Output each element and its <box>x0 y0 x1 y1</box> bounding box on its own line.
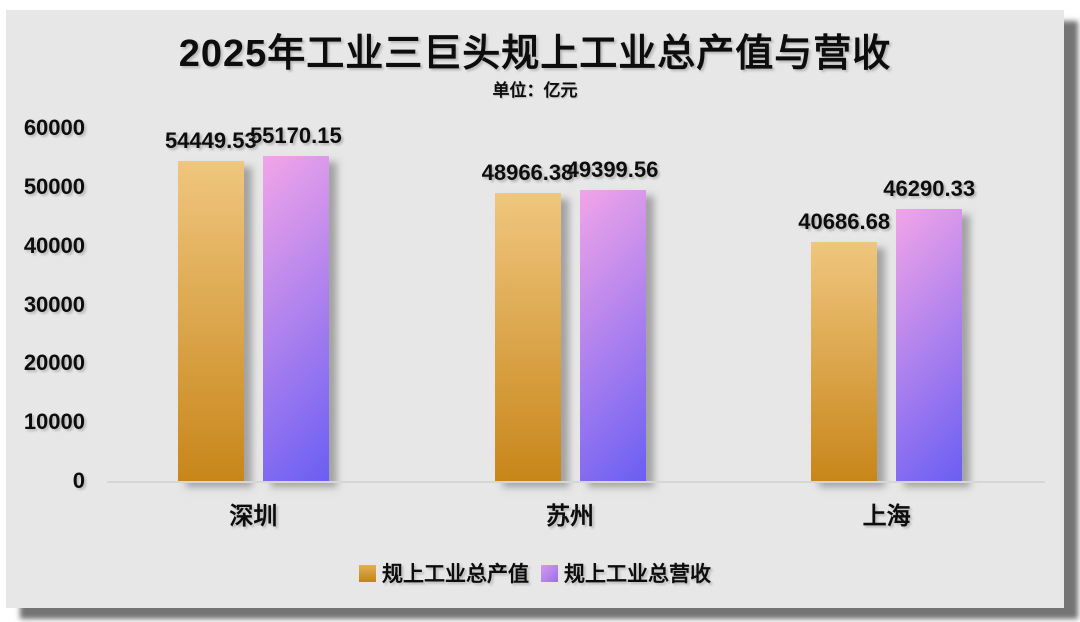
revenue-bar-suzhou: 49399.56 <box>567 157 658 481</box>
revenue-bar-shanghai: 46290.33 <box>883 176 975 481</box>
legend: 规上工业总产值 规上工业总营收 <box>6 558 1064 588</box>
gross-output-bar-suzhou: 48966.38 <box>482 160 573 481</box>
y-tick-label-30000: 30000 <box>23 291 85 317</box>
x-axis-line <box>107 481 1045 483</box>
y-tick-label-60000: 60000 <box>23 115 85 140</box>
category-label-suzhou: 苏州 <box>546 503 594 530</box>
legend-swatch-icon-gross-output <box>359 564 376 582</box>
legend-item-gross-output: 规上工业总产值 <box>359 558 529 588</box>
gross-output-bar-shenzhen: 54449.53 <box>165 128 257 481</box>
y-tick-label-10000: 10000 <box>23 409 85 435</box>
category-label-shenzhen: 深圳 <box>229 503 278 530</box>
data-label-gross-output-shanghai: 40686.68 <box>798 208 891 234</box>
data-label-revenue-suzhou: 49399.56 <box>566 157 659 183</box>
legend-item-revenue: 规上工业总营收 <box>541 558 711 588</box>
y-tick-label-50000: 50000 <box>23 173 85 199</box>
legend-label-revenue: 规上工业总营收 <box>564 563 711 586</box>
data-label-revenue-shanghai: 46290.33 <box>883 175 976 201</box>
y-tick-label-0: 0 <box>72 468 85 493</box>
y-tick-label-20000: 20000 <box>23 350 85 376</box>
x-axis-labels: 深圳 苏州 上海 <box>95 496 1045 531</box>
category-label-shanghai: 上海 <box>862 503 911 530</box>
plot-area: 0 10000 20000 30000 40000 50000 60000 54449.53… <box>24 117 1045 492</box>
bar-groups: 54449.53 55170.15 48966.38 49399.56 40686.68… <box>95 123 1045 481</box>
chart-subtitle: 单位：亿元 <box>492 81 578 100</box>
data-label-revenue-shenzhen: 55170.15 <box>249 123 342 149</box>
legend-label-gross-output: 规上工业总产值 <box>382 563 529 586</box>
legend-swatch-icon-revenue <box>541 564 558 582</box>
bar-group-shanghai: 40686.68 46290.33 <box>728 128 1045 481</box>
data-label-gross-output-suzhou: 48966.38 <box>481 159 574 185</box>
chart-title: 2025年工业三巨头规上工业总产值与营收 <box>178 33 892 75</box>
revenue-bar-shenzhen: 55170.15 <box>250 123 342 481</box>
data-label-gross-output-shenzhen: 54449.53 <box>164 127 257 153</box>
y-tick-label-40000: 40000 <box>23 232 85 258</box>
bar-group-suzhou: 48966.38 49399.56 <box>412 128 729 481</box>
chart-card: 2025年工业三巨头规上工业总产值与营收 单位：亿元 0 10000 20000 30… <box>6 10 1064 608</box>
bar-group-shenzhen: 54449.53 55170.15 <box>95 123 412 481</box>
gross-output-bar-shanghai: 40686.68 <box>798 209 890 481</box>
